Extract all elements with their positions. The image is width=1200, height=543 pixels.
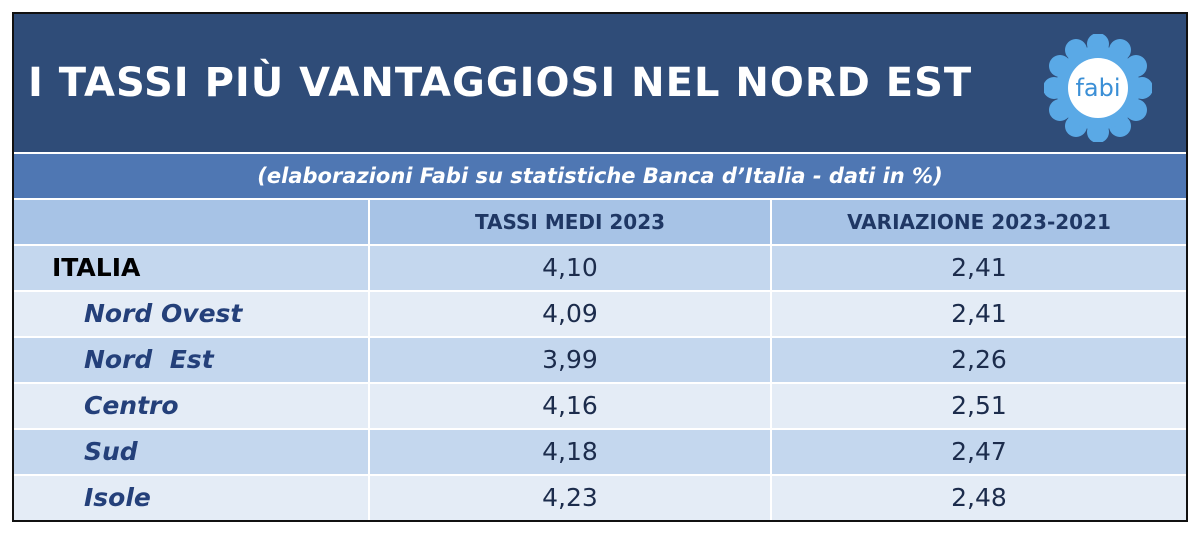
logo-text: fabi bbox=[1075, 74, 1120, 102]
column-header bbox=[14, 200, 368, 244]
row-label: Centro bbox=[14, 384, 368, 428]
table-row: Nord Est 3,99 2,26 bbox=[14, 338, 1186, 382]
header: I TASSI PIÙ VANTAGGIOSI NEL NORD EST fab… bbox=[14, 14, 1186, 152]
row-label: Nord Ovest bbox=[14, 292, 368, 336]
table-row: Nord Ovest 4,09 2,41 bbox=[14, 292, 1186, 336]
row-label: ITALIA bbox=[14, 246, 368, 290]
row-label: Sud bbox=[14, 430, 368, 474]
cell-value: 4,16 bbox=[370, 384, 770, 428]
cell-value: 4,10 bbox=[370, 246, 770, 290]
cell-value: 2,26 bbox=[772, 338, 1186, 382]
row-label: Nord Est bbox=[14, 338, 368, 382]
cell-value: 2,51 bbox=[772, 384, 1186, 428]
title: I TASSI PIÙ VANTAGGIOSI NEL NORD EST bbox=[28, 60, 973, 106]
header-row: TASSI MEDI 2023 VARIAZIONE 2023-2021 bbox=[14, 200, 1186, 244]
cell-value: 2,41 bbox=[772, 246, 1186, 290]
cell-value: 4,09 bbox=[370, 292, 770, 336]
row-label: Isole bbox=[14, 476, 368, 520]
subtitle: (elaborazioni Fabi su statistiche Banca … bbox=[14, 154, 1186, 198]
table-row: ITALIA 4,10 2,41 bbox=[14, 246, 1186, 290]
table-frame: I TASSI PIÙ VANTAGGIOSI NEL NORD EST fab… bbox=[12, 12, 1188, 522]
table-row: Isole 4,23 2,48 bbox=[14, 476, 1186, 520]
cell-value: 2,48 bbox=[772, 476, 1186, 520]
cell-value: 3,99 bbox=[370, 338, 770, 382]
cell-value: 4,18 bbox=[370, 430, 770, 474]
cell-value: 4,23 bbox=[370, 476, 770, 520]
cell-value: 2,47 bbox=[772, 430, 1186, 474]
logo: fabi bbox=[1044, 34, 1152, 142]
table-row: Sud 4,18 2,47 bbox=[14, 430, 1186, 474]
column-header: VARIAZIONE 2023-2021 bbox=[772, 200, 1186, 244]
table-row: Centro 4,16 2,51 bbox=[14, 384, 1186, 428]
column-header: TASSI MEDI 2023 bbox=[370, 200, 770, 244]
cell-value: 2,41 bbox=[772, 292, 1186, 336]
